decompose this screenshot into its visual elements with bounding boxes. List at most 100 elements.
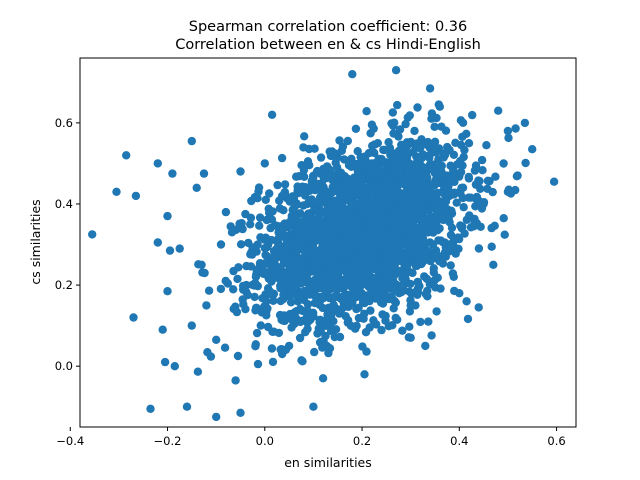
scatter-point: [429, 195, 439, 204]
scatter-point: [279, 316, 288, 325]
scatter-point: [499, 214, 508, 223]
scatter-point: [303, 317, 312, 327]
scatter-point: [416, 189, 425, 198]
scatter-point: [314, 246, 324, 255]
scatter-point: [368, 186, 377, 195]
scatter-point: [367, 202, 377, 211]
scatter-point: [375, 170, 384, 180]
scatter-point: [394, 266, 403, 276]
scatter-point: [381, 259, 390, 269]
scatter-point: [252, 328, 262, 338]
scatter-point: [246, 220, 255, 229]
scatter-point: [361, 328, 371, 337]
scatter-point: [236, 240, 246, 249]
scatter-point: [267, 344, 277, 353]
scatter-point: [380, 145, 389, 155]
scatter-point: [268, 357, 278, 367]
scatter-point: [312, 235, 321, 244]
scatter-point: [390, 185, 399, 194]
scatter-point: [384, 175, 394, 184]
scatter-point: [238, 224, 247, 234]
scatter-point: [216, 240, 226, 249]
scatter-point: [389, 286, 399, 296]
y-tick-label: 0.2: [55, 278, 73, 292]
scatter-point: [288, 216, 298, 226]
scatter-point: [220, 343, 230, 352]
scatter-point: [511, 124, 520, 133]
scatter-point: [285, 267, 295, 277]
y-axis-ticks: 0.0 0.2 0.4 0.6: [55, 116, 80, 373]
scatter-point: [331, 152, 340, 162]
scatter-point: [285, 292, 294, 301]
scatter-point: [372, 320, 381, 329]
scatter-point: [389, 304, 398, 313]
scatter-point: [274, 234, 283, 243]
scatter-point: [401, 119, 410, 129]
scatter-point: [292, 307, 301, 316]
scatter-point: [160, 357, 170, 367]
scatter-point: [487, 242, 496, 251]
scatter-point: [254, 187, 263, 196]
scatter-point: [374, 154, 383, 163]
scatter-point: [367, 211, 376, 220]
scatter-point: [398, 326, 407, 335]
x-tick-label: −0.4: [56, 434, 84, 448]
scatter-point: [234, 263, 243, 272]
scatter-point: [376, 265, 385, 274]
y-axis-label: cs similarities: [28, 199, 43, 284]
scatter-point: [233, 351, 243, 361]
scatter-point: [415, 144, 425, 153]
scatter-point: [396, 152, 406, 161]
scatter-point: [238, 281, 248, 291]
scatter-point: [403, 216, 413, 225]
scatter-point: [404, 158, 414, 168]
scatter-point: [292, 200, 302, 209]
scatter-point: [445, 240, 454, 249]
scatter-point: [391, 66, 401, 75]
scatter-point: [262, 215, 271, 225]
scatter-point: [260, 244, 270, 253]
x-tick-label: 0.2: [353, 434, 371, 448]
scatter-point: [359, 245, 368, 254]
scatter-point: [362, 107, 371, 116]
scatter-point: [259, 259, 269, 268]
scatter-point: [313, 215, 322, 224]
scatter-point: [449, 166, 458, 175]
scatter-point: [261, 195, 270, 204]
scatter-point: [227, 228, 237, 237]
scatter-point: [477, 155, 487, 165]
scatter-point: [187, 136, 196, 146]
scatter-point: [403, 140, 413, 149]
scatter-point: [153, 238, 162, 247]
scatter-point: [483, 176, 493, 185]
scatter-point: [351, 124, 361, 133]
x-axis-label: en similarities: [284, 455, 372, 470]
scatter-point: [406, 301, 415, 310]
scatter-point: [389, 129, 398, 138]
scatter-point: [278, 295, 288, 304]
scatter-point: [474, 176, 483, 185]
scatter-point: [500, 230, 509, 239]
scatter-point: [466, 193, 475, 202]
scatter-point: [405, 111, 414, 120]
scatter-point: [376, 298, 386, 307]
scatter-point: [549, 177, 559, 186]
scatter-point: [434, 236, 443, 245]
scatter-point: [158, 325, 167, 334]
scatter-point: [262, 297, 271, 306]
scatter-point: [316, 229, 326, 239]
scatter-point: [232, 307, 242, 317]
scatter-point: [170, 362, 179, 371]
scatter-point: [259, 269, 268, 278]
scatter-point: [297, 218, 306, 227]
scatter-point: [304, 245, 313, 254]
scatter-point: [278, 270, 288, 279]
scatter-point: [415, 281, 424, 291]
scatter-point: [436, 284, 445, 293]
scatter-point: [367, 231, 377, 241]
scatter-point: [296, 266, 306, 276]
scatter-point: [343, 136, 352, 146]
scatter-point: [300, 132, 309, 141]
scatter-point: [269, 296, 278, 305]
